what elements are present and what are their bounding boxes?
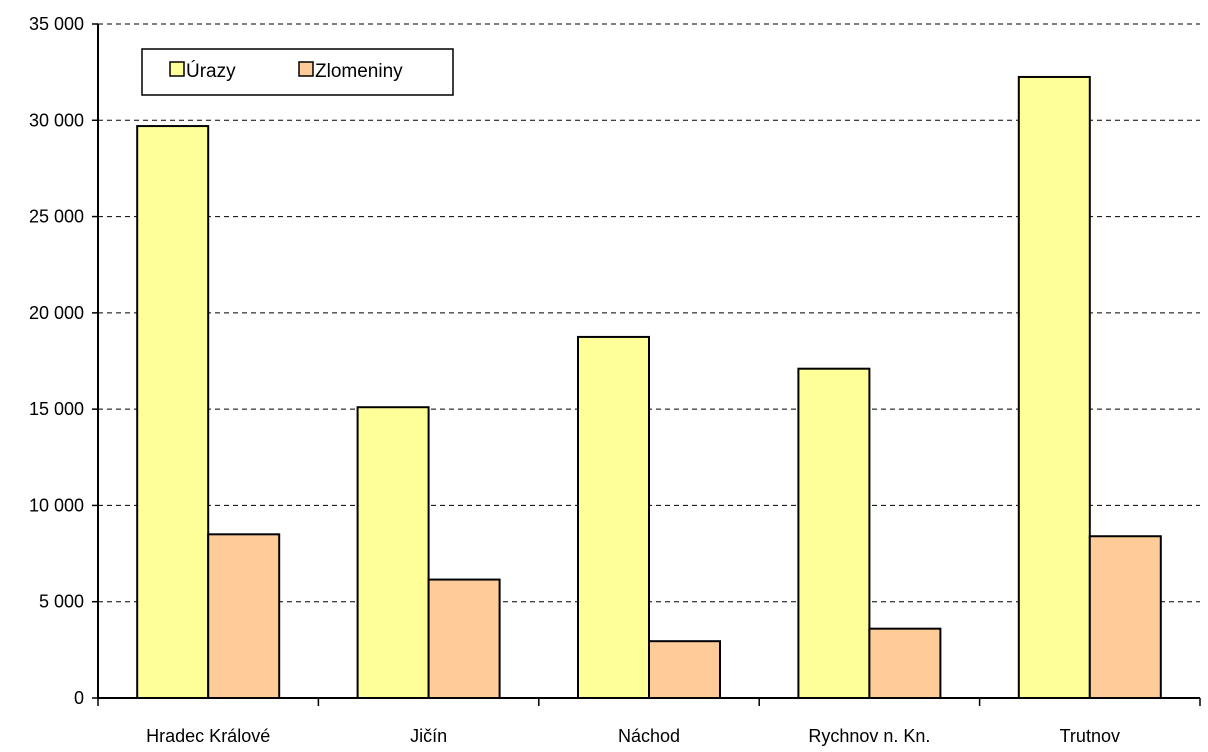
- x-tick-label-nachod: Náchod: [618, 726, 680, 746]
- legend: Úrazy Zlomeniny: [141, 48, 454, 96]
- y-tick-label: 10 000: [29, 495, 84, 515]
- bars: [136, 75, 1162, 699]
- bar-zlomeniny-rychnov-n-kn: [868, 627, 942, 699]
- x-tick-label-trutnov: Trutnov: [1060, 726, 1120, 746]
- x-tick-label-rychnov-n-kn: Rychnov n. Kn.: [808, 726, 930, 746]
- legend-box: [141, 48, 454, 96]
- y-tick-label: 20 000: [29, 303, 84, 323]
- legend-swatch-urazy: [169, 61, 185, 77]
- y-tick-label: 5 000: [39, 592, 84, 612]
- y-tick-label: 15 000: [29, 399, 84, 419]
- bar-urazy-trutnov: [1017, 75, 1091, 699]
- y-tick-label: 35 000: [29, 14, 84, 34]
- x-tick-label-hradec-kralove: Hradec Králové: [146, 726, 270, 746]
- x-tick-label-jicin: Jičín: [410, 726, 447, 746]
- bar-urazy-hradec-kralove: [136, 125, 210, 699]
- axes: [97, 24, 1200, 699]
- y-tick-label: 30 000: [29, 110, 84, 130]
- legend-swatch-zlomeniny: [298, 61, 314, 77]
- legend-label-zlomeniny: Zlomeniny: [315, 61, 403, 82]
- y-tick-label: 0: [74, 688, 84, 708]
- bar-zlomeniny-hradec-kralove: [207, 533, 281, 699]
- bar-urazy-nachod: [577, 335, 650, 699]
- bar-urazy-rychnov-n-kn: [797, 367, 871, 699]
- x-axis-ticks: Hradec Králové Jičín Náchod Rychnov n. Kn. T…: [97, 698, 1201, 746]
- bar-urazy-jicin: [356, 406, 430, 699]
- legend-label-urazy: Úrazy: [186, 60, 236, 82]
- bar-zlomeniny-jicin: [427, 578, 501, 699]
- y-axis-ticks: 0 5 000 10 000 15 000 20 000 25 000 30 000 35 0…: [29, 14, 98, 708]
- bar-zlomeniny-trutnov: [1088, 535, 1162, 699]
- bar-zlomeniny-nachod: [648, 640, 721, 699]
- y-tick-label: 25 000: [29, 207, 84, 227]
